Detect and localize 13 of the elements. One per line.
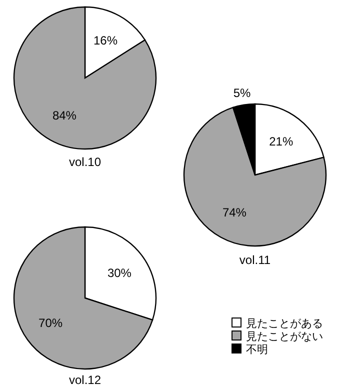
legend-label: 見たことがない xyxy=(246,331,323,343)
data-label: 21% xyxy=(269,134,294,148)
data-label: 74% xyxy=(222,205,247,220)
legend-label: 見たことがある xyxy=(246,318,323,330)
data-label: 30% xyxy=(107,266,132,280)
data-label: 70% xyxy=(38,316,63,330)
data-label: 5% xyxy=(233,86,252,100)
text: vol.12 xyxy=(68,373,102,387)
text: vol.10 xyxy=(68,155,102,169)
data-label: 16% xyxy=(94,34,118,48)
data-label: 84% xyxy=(52,108,77,122)
legend-label: 不明 xyxy=(246,344,268,356)
text: vol.11 xyxy=(239,253,271,267)
